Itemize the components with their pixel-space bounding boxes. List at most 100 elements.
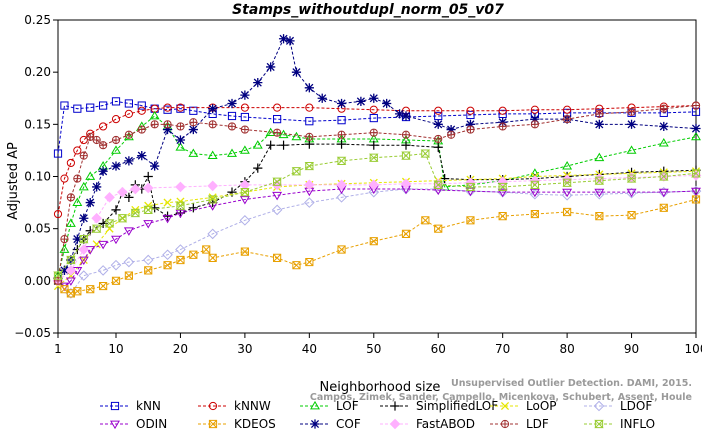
legend-marker [208,401,218,411]
data-point [60,101,69,110]
data-point [400,178,412,190]
data-point [240,125,249,134]
legend-item: LoOP [490,399,557,413]
data-point [240,188,250,197]
data-point [78,244,90,255]
data-point [356,96,366,106]
data-point [111,135,121,145]
data-point [304,83,314,93]
y-tick-label: 0.15 [24,117,51,131]
legend-marker [389,418,401,430]
data-point [626,119,637,129]
data-point [53,271,63,280]
data-point [562,178,572,187]
data-point [292,261,301,270]
data-point [123,256,135,268]
data-point [124,271,133,280]
data-point [627,107,636,116]
legend-label: kNNW [234,399,271,413]
data-point [124,130,133,139]
data-point [188,203,198,213]
data-point [85,171,96,180]
data-point [111,205,121,215]
data-point [59,244,70,253]
data-point [207,150,218,160]
data-point [150,161,160,171]
data-point [434,106,443,115]
data-point [466,106,475,115]
x-tick-label: 20 [173,342,188,356]
data-point [304,139,314,149]
data-point [420,149,431,158]
x-tick-label: 100 [685,342,702,356]
data-point [104,219,115,228]
data-point [337,116,346,125]
data-point [240,112,249,122]
data-point [78,256,89,266]
data-point [561,189,573,201]
x-tick-label: 30 [237,342,252,356]
data-point [562,188,573,198]
data-point [529,188,541,200]
data-point [304,161,315,171]
data-point [595,109,604,118]
data-point [369,140,379,150]
data-point [208,253,217,262]
data-point [130,183,141,195]
data-point [162,124,173,135]
data-point [137,101,146,110]
series-FastABOD [52,170,702,287]
x-tick-label: 90 [624,342,639,356]
data-point [317,93,327,103]
legend-item: kNNW [198,399,271,413]
series-layer [52,34,702,299]
data-point [111,115,121,124]
data-point [98,240,109,250]
data-point [175,201,186,210]
data-point [273,128,282,137]
data-point [369,128,378,137]
series-INFLO [53,149,701,280]
data-point [66,158,75,168]
data-point [143,205,154,214]
data-point [273,115,282,124]
data-point [208,104,218,114]
y-tick-label: 0.25 [24,13,51,27]
x-tick-label: 80 [559,342,574,356]
data-point [530,120,539,129]
data-point [434,111,443,121]
data-point [530,114,540,124]
data-point [144,266,153,275]
data-point [627,211,636,220]
data-point [401,151,411,160]
data-point [149,110,160,120]
data-point [305,132,314,141]
data-point [227,122,237,131]
data-point [99,281,108,291]
y-tick-label: 0.00 [24,274,51,288]
data-point [252,140,263,149]
data-point [336,98,347,109]
data-point [208,120,217,129]
data-point [562,160,573,170]
legend-label: INFLO [620,417,655,431]
data-point [208,193,217,202]
data-point [79,151,88,160]
data-point [98,166,108,176]
data-point [85,197,95,208]
data-point [188,148,199,157]
legend-marker [500,401,510,411]
data-point [466,216,475,225]
data-point [305,103,314,112]
data-point [658,188,669,198]
data-point [401,111,411,121]
x-tick-label: 60 [431,342,446,356]
data-point [176,255,185,265]
data-point [433,180,444,189]
data-point [305,257,314,267]
data-point [394,109,405,119]
data-point [498,212,507,221]
data-point [150,120,159,129]
data-point [86,103,95,112]
data-point [594,188,605,198]
